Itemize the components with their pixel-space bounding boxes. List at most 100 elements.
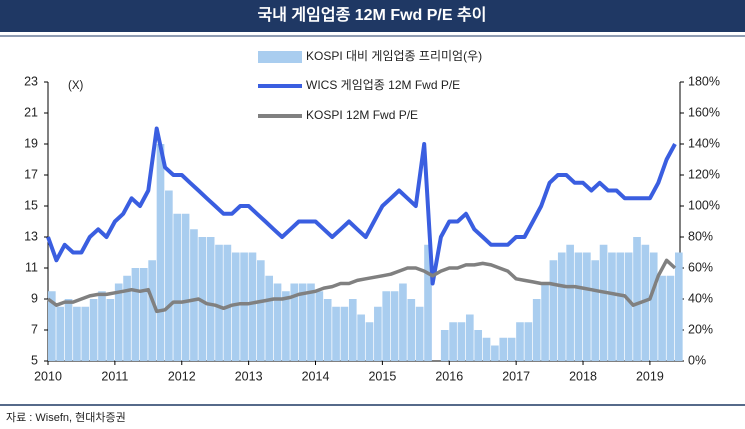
premium-bar xyxy=(616,252,625,361)
premium-bar xyxy=(323,299,332,361)
premium-bar xyxy=(165,190,173,361)
premium-bar xyxy=(457,322,466,361)
premium-bar xyxy=(415,306,424,361)
x-tick-label: 2011 xyxy=(101,369,128,383)
premium-bar xyxy=(649,252,658,361)
premium-bar xyxy=(248,252,257,361)
premium-bar xyxy=(507,337,516,361)
premium-bar xyxy=(315,291,324,361)
premium-bar xyxy=(89,299,98,361)
legend-label: WICS 게임업종 12M Fwd P/E xyxy=(306,78,460,92)
premium-bar xyxy=(139,268,148,361)
premium-bar xyxy=(624,252,633,361)
premium-bar xyxy=(340,306,349,361)
premium-bar xyxy=(357,314,365,361)
y2-tick-label: 120% xyxy=(688,167,720,181)
y2-tick-label: 40% xyxy=(688,291,713,305)
y-unit-label: (X) xyxy=(68,80,84,92)
premium-bar xyxy=(574,252,583,361)
x-tick-label: 2018 xyxy=(569,369,597,383)
premium-bar xyxy=(524,322,533,361)
y2-tick-label: 60% xyxy=(688,260,713,274)
x-tick-label: 2014 xyxy=(302,369,330,383)
premium-bar xyxy=(633,237,641,361)
y-tick-label: 5 xyxy=(31,353,38,367)
premium-bar xyxy=(499,337,508,361)
premium-bar xyxy=(407,299,416,361)
premium-bar xyxy=(265,275,274,361)
y-tick-label: 9 xyxy=(31,291,38,305)
series-line xyxy=(46,258,677,314)
y2-tick-label: 20% xyxy=(688,322,713,336)
premium-bar xyxy=(223,244,232,361)
premium-bar xyxy=(206,237,215,361)
premium-bar xyxy=(198,237,207,361)
x-tick-label: 2017 xyxy=(502,369,530,383)
premium-bar xyxy=(332,306,340,361)
premium-bar xyxy=(482,337,491,361)
premium-bar xyxy=(190,229,198,361)
premium-bar xyxy=(474,330,482,361)
premium-bar xyxy=(173,213,182,361)
premium-bar xyxy=(666,275,675,361)
premium-bar xyxy=(399,283,407,361)
premium-bar xyxy=(123,275,131,361)
series-line xyxy=(46,126,677,286)
premium-bar xyxy=(240,252,248,361)
premium-bar xyxy=(532,299,541,361)
y-tick-label: 13 xyxy=(24,229,38,243)
title-bar xyxy=(0,0,745,32)
premium-bar xyxy=(608,252,616,361)
premium-bar xyxy=(374,306,382,361)
premium-bar xyxy=(181,213,190,361)
y-tick-label: 15 xyxy=(24,198,38,212)
x-tick-label: 2015 xyxy=(368,369,396,383)
premium-bar xyxy=(674,252,683,361)
premium-bar xyxy=(148,260,156,361)
premium-bar xyxy=(56,306,65,361)
y-tick-label: 21 xyxy=(24,105,38,119)
premium-bar xyxy=(98,291,106,361)
premium-bar xyxy=(307,283,315,361)
premium-bar xyxy=(549,260,558,361)
premium-bar xyxy=(591,260,600,361)
premium-bar xyxy=(516,322,524,361)
y2-tick-label: 80% xyxy=(688,229,713,243)
premium-bar xyxy=(599,244,608,361)
premium-bar xyxy=(106,299,115,361)
legend-label: KOSPI 대비 게임업종 프리미엄(우) xyxy=(306,49,482,63)
premium-bar xyxy=(114,283,123,361)
legend-swatch xyxy=(258,51,302,63)
y-tick-label: 19 xyxy=(24,136,38,150)
y2-tick-label: 0% xyxy=(688,353,706,367)
premium-bar xyxy=(231,252,240,361)
premium-bar xyxy=(290,283,299,361)
premium-bar xyxy=(382,291,391,361)
chart-title: 국내 게임업종 12M Fwd P/E 추이 xyxy=(258,5,487,24)
premium-bar xyxy=(641,244,650,361)
premium-bar xyxy=(365,322,374,361)
y2-tick-label: 180% xyxy=(688,74,720,88)
premium-bar xyxy=(215,244,223,361)
premium-bar xyxy=(557,252,566,361)
premium-bar xyxy=(541,283,549,361)
premium-bar xyxy=(256,260,265,361)
premium-bar xyxy=(440,330,449,361)
premium-bar xyxy=(81,306,90,361)
source: 자료 : Wisefn, 현대차증권 xyxy=(6,411,126,424)
premium-bar xyxy=(273,283,282,361)
premium-bar xyxy=(131,268,140,361)
premium-bar xyxy=(48,291,56,361)
y2-tick-label: 160% xyxy=(688,105,720,119)
premium-bar xyxy=(156,144,165,361)
premium-bar xyxy=(658,275,666,361)
x-tick-label: 2016 xyxy=(435,369,463,383)
premium-bar xyxy=(64,299,73,361)
x-tick-label: 2010 xyxy=(34,369,62,383)
premium-bar xyxy=(424,244,432,361)
x-tick-label: 2013 xyxy=(235,369,263,383)
y-tick-label: 17 xyxy=(24,167,38,181)
y-tick-label: 23 xyxy=(24,74,38,88)
premium-bar xyxy=(298,283,307,361)
premium-bar xyxy=(348,299,357,361)
